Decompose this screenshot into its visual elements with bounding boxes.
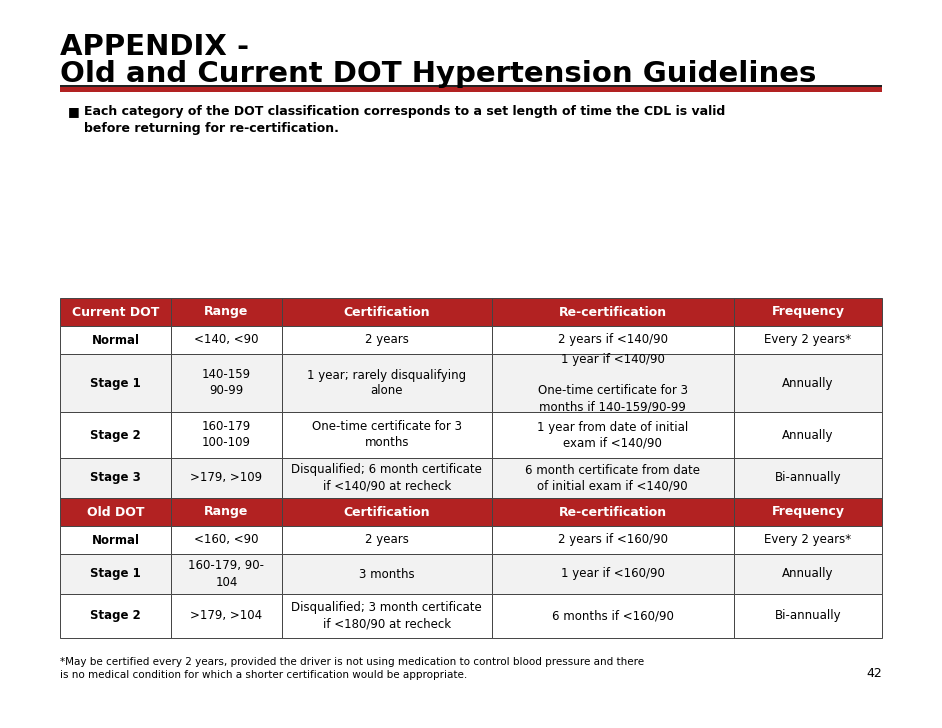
Bar (60, 85, 882, 87)
Text: Old and Current DOT Hypertension Guidelines: Old and Current DOT Hypertension Guideli… (60, 60, 817, 88)
Bar (492, 498, 734, 526)
Text: Every 2 years*: Every 2 years* (765, 534, 852, 547)
Bar (734, 354, 882, 412)
Bar (171, 354, 282, 412)
Bar (60, 526, 171, 554)
Bar (60, 326, 171, 354)
Text: 160-179
100-109: 160-179 100-109 (202, 421, 252, 449)
Text: Annually: Annually (782, 429, 834, 441)
Text: <160, <90: <160, <90 (194, 534, 259, 547)
Text: <140, <90: <140, <90 (194, 333, 259, 347)
Bar (492, 458, 734, 498)
Text: 2 years if <140/90: 2 years if <140/90 (558, 333, 668, 347)
Bar (734, 298, 882, 326)
Text: APPENDIX -: APPENDIX - (60, 33, 249, 61)
Bar (60, 298, 171, 326)
Text: Every 2 years*: Every 2 years* (765, 333, 852, 347)
Bar (492, 554, 734, 594)
Text: >179, >104: >179, >104 (190, 609, 263, 622)
Bar (171, 412, 282, 458)
Bar (492, 354, 734, 412)
Bar (171, 458, 282, 498)
Bar (282, 326, 492, 354)
Bar (282, 354, 492, 412)
Text: Stage 1: Stage 1 (90, 376, 141, 389)
Bar (282, 526, 492, 554)
Text: One-time certificate for 3
months: One-time certificate for 3 months (312, 421, 462, 449)
Bar (171, 298, 282, 326)
Text: 3 months: 3 months (359, 568, 414, 580)
Bar (60, 498, 171, 526)
Text: ■: ■ (68, 105, 80, 118)
Bar (60, 554, 171, 594)
Text: Disqualified; 6 month certificate
if <140/90 at recheck: Disqualified; 6 month certificate if <14… (291, 464, 482, 493)
Bar (492, 412, 734, 458)
Bar (492, 526, 734, 554)
Text: 42: 42 (867, 667, 882, 680)
Text: Certification: Certification (344, 505, 430, 518)
Text: Range: Range (204, 505, 249, 518)
Text: Bi-annually: Bi-annually (774, 609, 841, 622)
Bar (60, 354, 171, 412)
Text: Old DOT: Old DOT (87, 505, 144, 518)
Bar (734, 498, 882, 526)
Text: Annually: Annually (782, 568, 834, 580)
Bar (282, 458, 492, 498)
Text: Bi-annually: Bi-annually (774, 472, 841, 485)
Text: Range: Range (204, 306, 249, 319)
Text: Normal: Normal (91, 534, 139, 547)
Text: Stage 2: Stage 2 (90, 609, 141, 622)
Bar (734, 412, 882, 458)
Text: >179, >109: >179, >109 (190, 472, 263, 485)
Bar (60, 458, 171, 498)
Text: 1 year if <140/90

One-time certificate for 3
months if 140-159/90-99: 1 year if <140/90 One-time certificate f… (538, 352, 688, 414)
Bar (60, 594, 171, 638)
Text: *May be certified every 2 years, provided the driver is not using medication to : *May be certified every 2 years, provide… (60, 657, 644, 680)
Bar (171, 326, 282, 354)
Bar (492, 326, 734, 354)
Text: Each category of the DOT classification corresponds to a set length of time the : Each category of the DOT classification … (84, 105, 725, 135)
Bar (492, 298, 734, 326)
Text: 1 year if <160/90: 1 year if <160/90 (560, 568, 665, 580)
Bar (734, 594, 882, 638)
Bar (282, 498, 492, 526)
Text: Certification: Certification (344, 306, 430, 319)
Text: Frequency: Frequency (771, 505, 845, 518)
Bar (282, 594, 492, 638)
Bar (282, 298, 492, 326)
Text: 1 year from date of initial
exam if <140/90: 1 year from date of initial exam if <140… (537, 421, 689, 449)
Bar (492, 594, 734, 638)
Text: Stage 2: Stage 2 (90, 429, 141, 441)
Text: Re-certification: Re-certification (559, 306, 667, 319)
Text: Stage 1: Stage 1 (90, 568, 141, 580)
Text: Normal: Normal (91, 333, 139, 347)
Text: Annually: Annually (782, 376, 834, 389)
Bar (171, 554, 282, 594)
Text: 1 year; rarely disqualifying
alone: 1 year; rarely disqualifying alone (307, 368, 466, 397)
Bar (60, 412, 171, 458)
Text: 160-179, 90-
104: 160-179, 90- 104 (188, 560, 265, 588)
Text: Disqualified; 3 month certificate
if <180/90 at recheck: Disqualified; 3 month certificate if <18… (291, 601, 482, 630)
Text: Current DOT: Current DOT (72, 306, 159, 319)
Text: 2 years if <160/90: 2 years if <160/90 (558, 534, 668, 547)
Bar (171, 594, 282, 638)
Bar (734, 458, 882, 498)
Bar (734, 326, 882, 354)
Text: Re-certification: Re-certification (559, 505, 667, 518)
Text: 140-159
90-99: 140-159 90-99 (202, 368, 251, 397)
Bar (171, 498, 282, 526)
Bar (171, 526, 282, 554)
Bar (734, 554, 882, 594)
Text: 6 months if <160/90: 6 months if <160/90 (552, 609, 674, 622)
Text: 2 years: 2 years (365, 333, 409, 347)
Bar (282, 412, 492, 458)
Bar (60, 86, 882, 92)
Text: 6 month certificate from date
of initial exam if <140/90: 6 month certificate from date of initial… (526, 464, 700, 493)
Text: Stage 3: Stage 3 (90, 472, 141, 485)
Text: 2 years: 2 years (365, 534, 409, 547)
Text: Frequency: Frequency (771, 306, 845, 319)
Bar (282, 554, 492, 594)
Bar (734, 526, 882, 554)
